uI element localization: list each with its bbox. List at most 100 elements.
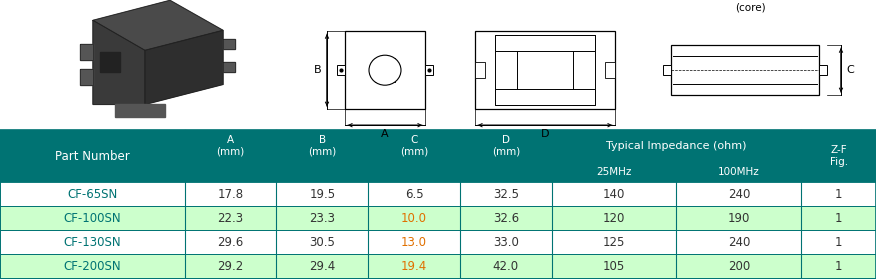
Bar xyxy=(460,182,552,206)
Bar xyxy=(676,230,802,254)
Text: 22.3: 22.3 xyxy=(217,211,244,225)
Text: (core): (core) xyxy=(735,3,766,13)
Polygon shape xyxy=(115,104,165,117)
Bar xyxy=(276,130,368,182)
Polygon shape xyxy=(80,44,93,60)
Text: 32.6: 32.6 xyxy=(493,211,519,225)
Bar xyxy=(368,130,460,182)
Text: 1: 1 xyxy=(835,259,843,273)
Bar xyxy=(552,182,676,206)
Bar xyxy=(0,130,876,279)
Bar xyxy=(185,182,276,206)
Ellipse shape xyxy=(369,55,401,85)
Text: Typical Impedance (ohm): Typical Impedance (ohm) xyxy=(606,141,746,151)
Bar xyxy=(671,45,819,95)
Bar xyxy=(676,206,802,230)
Text: 6.5: 6.5 xyxy=(405,187,423,201)
Bar xyxy=(802,230,876,254)
Text: B
(mm): B (mm) xyxy=(308,135,336,157)
Text: 200: 200 xyxy=(728,259,750,273)
Text: 19.5: 19.5 xyxy=(309,187,336,201)
Bar xyxy=(0,206,185,230)
Bar xyxy=(368,182,460,206)
Bar xyxy=(676,162,802,182)
Bar xyxy=(663,65,671,75)
Text: 190: 190 xyxy=(728,211,750,225)
Text: 29.6: 29.6 xyxy=(217,235,244,249)
Text: B: B xyxy=(314,65,321,75)
Bar xyxy=(605,62,615,78)
Bar xyxy=(475,31,615,109)
Bar xyxy=(676,182,802,206)
Polygon shape xyxy=(223,62,235,72)
Text: 32.5: 32.5 xyxy=(493,187,519,201)
Text: 120: 120 xyxy=(603,211,625,225)
Text: CF-200SN: CF-200SN xyxy=(63,259,121,273)
Bar xyxy=(573,35,595,105)
Text: 13.0: 13.0 xyxy=(401,235,427,249)
Polygon shape xyxy=(93,20,145,104)
Text: A
(mm): A (mm) xyxy=(216,135,244,157)
Text: Part Number: Part Number xyxy=(55,150,130,162)
Polygon shape xyxy=(100,52,120,72)
Bar xyxy=(552,130,802,162)
Text: 17.8: 17.8 xyxy=(217,187,244,201)
Text: CF-130SN: CF-130SN xyxy=(63,235,121,249)
Bar xyxy=(475,62,485,78)
Bar xyxy=(460,130,552,182)
Bar xyxy=(460,254,552,278)
Text: 23.3: 23.3 xyxy=(309,211,336,225)
Text: 33.0: 33.0 xyxy=(493,235,519,249)
Text: 29.2: 29.2 xyxy=(217,259,244,273)
Bar xyxy=(0,182,185,206)
Bar xyxy=(552,162,676,182)
Text: 25MHz: 25MHz xyxy=(597,167,632,177)
Bar xyxy=(802,182,876,206)
Text: C: C xyxy=(846,65,854,75)
Bar xyxy=(495,35,517,105)
Bar xyxy=(495,35,595,51)
Text: C
(mm): C (mm) xyxy=(400,135,428,157)
Polygon shape xyxy=(223,39,235,49)
Polygon shape xyxy=(93,0,223,50)
Bar xyxy=(375,58,395,82)
Bar xyxy=(185,206,276,230)
Bar xyxy=(0,130,185,182)
Text: 10.0: 10.0 xyxy=(401,211,427,225)
Bar xyxy=(368,230,460,254)
Polygon shape xyxy=(80,69,93,85)
Text: CF-65SN: CF-65SN xyxy=(67,187,117,201)
Text: 30.5: 30.5 xyxy=(309,235,336,249)
Bar xyxy=(276,254,368,278)
Bar xyxy=(368,206,460,230)
Text: 1: 1 xyxy=(835,187,843,201)
Text: D: D xyxy=(540,129,549,139)
Bar xyxy=(345,31,425,109)
Bar xyxy=(819,65,827,75)
Bar xyxy=(379,64,391,76)
Text: 1: 1 xyxy=(835,235,843,249)
Text: 1: 1 xyxy=(835,211,843,225)
Bar xyxy=(276,206,368,230)
Text: 240: 240 xyxy=(728,235,750,249)
Text: CF-100SN: CF-100SN xyxy=(63,211,121,225)
Bar xyxy=(802,254,876,278)
Text: 100MHz: 100MHz xyxy=(718,167,759,177)
Bar xyxy=(425,65,433,75)
Text: 29.4: 29.4 xyxy=(309,259,336,273)
Text: D
(mm): D (mm) xyxy=(491,135,520,157)
Bar xyxy=(460,206,552,230)
Bar xyxy=(337,65,345,75)
Text: 105: 105 xyxy=(603,259,625,273)
Text: 140: 140 xyxy=(603,187,625,201)
Bar xyxy=(552,206,676,230)
Bar xyxy=(552,230,676,254)
Bar xyxy=(676,254,802,278)
Bar xyxy=(460,230,552,254)
Bar xyxy=(552,254,676,278)
Bar xyxy=(185,254,276,278)
Bar xyxy=(0,230,185,254)
Text: 42.0: 42.0 xyxy=(493,259,519,273)
Bar xyxy=(802,130,876,182)
Text: Z-F
Fig.: Z-F Fig. xyxy=(830,145,848,167)
